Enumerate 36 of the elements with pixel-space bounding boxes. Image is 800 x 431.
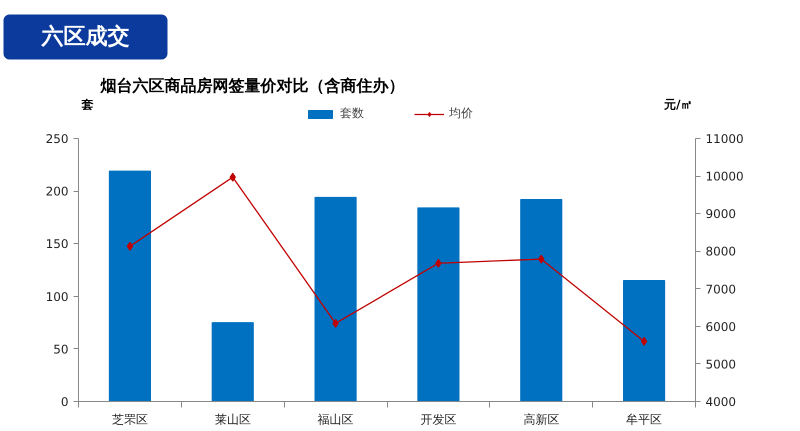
x-tick-label: 莱山区 bbox=[214, 412, 251, 426]
chart-title: 烟台六区商品房网签量价对比（含商住办） bbox=[100, 76, 404, 95]
x-tick-label: 开发区 bbox=[420, 412, 456, 426]
y2-tick-label: 7000 bbox=[706, 282, 736, 296]
bar bbox=[108, 170, 151, 402]
y2-tick-label: 10000 bbox=[706, 170, 744, 184]
legend-label: 均价 bbox=[449, 105, 473, 122]
bar bbox=[520, 199, 562, 402]
x-tick-label: 福山区 bbox=[318, 412, 354, 426]
y-tick-label: 150 bbox=[46, 237, 68, 252]
bar bbox=[314, 196, 357, 402]
y2-tick-label: 8000 bbox=[706, 244, 736, 259]
point bbox=[126, 242, 134, 251]
y-axis-title: 套 bbox=[80, 98, 94, 112]
point bbox=[435, 258, 442, 268]
x-tick-label: 高新区 bbox=[523, 412, 560, 426]
y2-tick-label: 11000 bbox=[706, 132, 744, 146]
bar bbox=[212, 322, 254, 402]
text: 六区成交 bbox=[40, 24, 130, 50]
y-tick-label: 200 bbox=[46, 184, 68, 199]
y-tick-label: 0 bbox=[60, 395, 69, 409]
y-tick-label: 50 bbox=[53, 342, 69, 356]
legend-label: 套数 bbox=[340, 105, 364, 122]
x-tick-label: 牟平区 bbox=[626, 412, 662, 426]
y-tick-label: 250 bbox=[46, 132, 68, 146]
x-tick-label: 芝罘区 bbox=[112, 412, 148, 426]
point bbox=[640, 336, 648, 346]
bar bbox=[417, 207, 460, 402]
y-tick-label: 100 bbox=[46, 290, 68, 304]
y2-tick-label: 5000 bbox=[706, 357, 736, 372]
point bbox=[332, 318, 339, 328]
y2-tick-label: 9000 bbox=[706, 207, 736, 222]
y2-tick-label: 6000 bbox=[706, 320, 736, 334]
y2-axis-title: 元/㎡ bbox=[663, 98, 693, 112]
y2-tick-label: 4000 bbox=[706, 395, 736, 409]
bar bbox=[623, 280, 666, 402]
